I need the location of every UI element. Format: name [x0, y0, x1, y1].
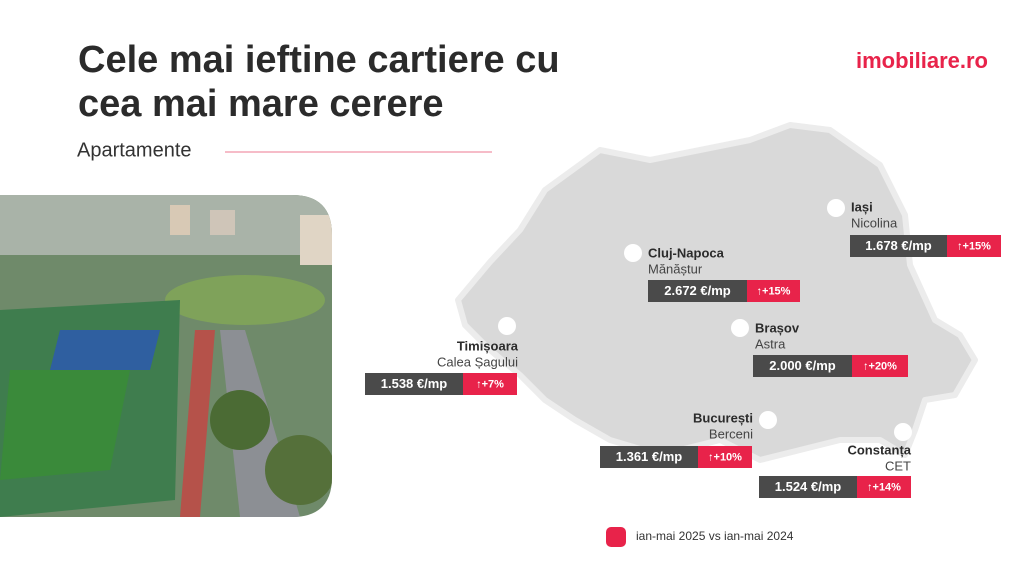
- legend-label: ian-mai 2025 vs ian-mai 2024: [636, 529, 794, 543]
- neighborhood: CET: [885, 458, 911, 473]
- city-marker: [759, 411, 777, 429]
- neighborhood: Mănăștur: [648, 261, 703, 276]
- change-box: [857, 476, 911, 498]
- city-name: Iași: [851, 199, 873, 214]
- price-box: [648, 280, 747, 302]
- title-line: Cele mai ieftine cartiere cu: [78, 39, 560, 81]
- change: ↑+10%: [708, 451, 742, 463]
- city-name: București: [693, 410, 753, 425]
- city-marker: [624, 244, 642, 262]
- title-line: cea mai mare cerere: [78, 83, 444, 125]
- subtitle: Apartamente: [77, 139, 192, 161]
- change-box: [747, 280, 800, 302]
- price-box: [753, 355, 852, 377]
- city-name: Brașov: [755, 320, 800, 335]
- neighborhood: Astra: [755, 336, 786, 351]
- change-box: [698, 446, 752, 468]
- change-box: [852, 355, 908, 377]
- city-name: Timișoara: [457, 338, 519, 353]
- price-box: [850, 235, 947, 257]
- neighborhood: Berceni: [709, 426, 753, 441]
- price-box: [365, 373, 463, 395]
- city-name: Cluj-Napoca: [648, 245, 725, 260]
- price: 1.524 €/mp: [775, 479, 842, 494]
- logo: imobiliare.ro: [856, 48, 988, 73]
- change-box: [947, 235, 1001, 257]
- city-name: Constanța: [847, 442, 911, 457]
- change: ↑+20%: [863, 360, 897, 372]
- change: ↑+15%: [957, 240, 991, 252]
- price: 1.361 €/mp: [616, 449, 683, 464]
- price: 2.672 €/mp: [664, 283, 731, 298]
- city-marker: [827, 199, 845, 217]
- price: 2.000 €/mp: [769, 358, 836, 373]
- photo: [0, 195, 332, 517]
- neighborhood: Calea Șagului: [437, 354, 518, 369]
- change: ↑+7%: [476, 378, 504, 390]
- change: ↑+14%: [867, 481, 901, 493]
- price-box: [759, 476, 857, 498]
- change: ↑+15%: [757, 285, 791, 297]
- city-marker: [894, 423, 912, 441]
- price-box: [600, 446, 698, 468]
- change-box: [463, 373, 517, 395]
- price: 1.538 €/mp: [381, 376, 448, 391]
- city-marker: [731, 319, 749, 337]
- price: 1.678 €/mp: [865, 238, 932, 253]
- city-marker: [498, 317, 516, 335]
- legend-swatch: [606, 527, 626, 547]
- neighborhood: Nicolina: [851, 215, 898, 230]
